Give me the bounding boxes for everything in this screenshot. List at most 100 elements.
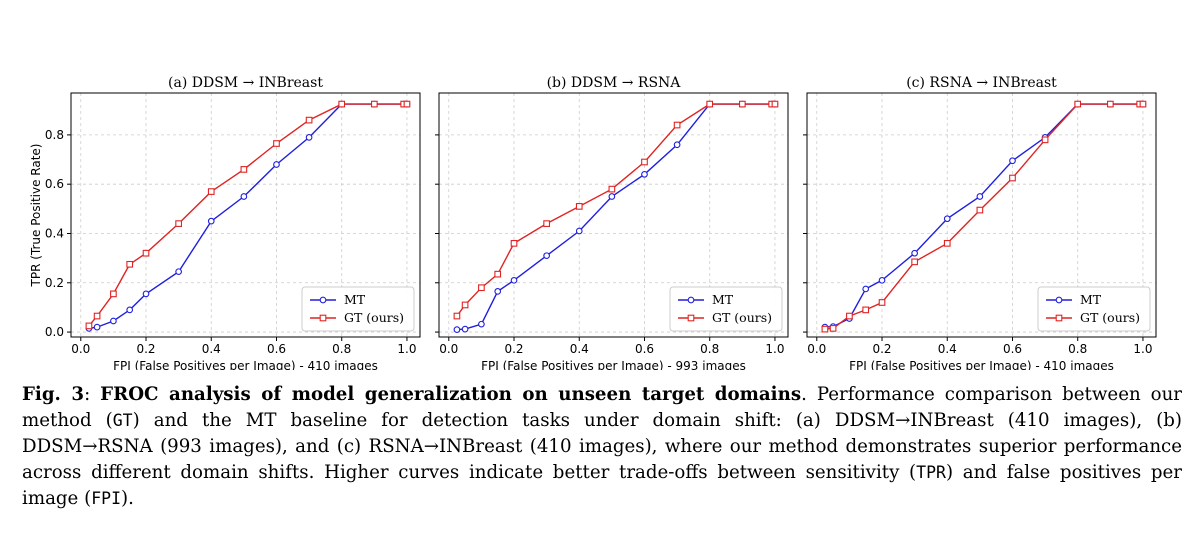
data-point-mt [240,193,248,200]
data-point-mt [273,161,280,168]
data-point-mt [305,134,313,141]
data-point-gt [738,100,746,108]
data-point-gt [911,258,918,266]
x-tick-label: 0.4 [202,342,221,356]
data-point-gt [85,322,93,330]
y-tick-label: 0.0 [45,325,64,339]
data-point-gt [862,306,870,314]
x-axis-label: FPI (False Positives per Image) - 993 im… [481,359,746,370]
data-point-mt [608,193,616,200]
data-point-gt [771,100,779,108]
x-tick-label: 0.0 [807,342,826,356]
x-tick-label: 0.8 [700,342,719,356]
legend-label: GT (ours) [344,310,404,325]
x-tick-label: 0.2 [504,342,523,356]
x-tick-label: 1.0 [1133,342,1152,356]
chart-title: (a) DDSM → INBreast [168,75,323,91]
x-tick-label: 1.0 [397,342,416,356]
data-point-gt [478,284,485,292]
y-tick-label: 0.4 [45,226,64,240]
chart-panel-3: (c) RSNA → INBreast 0.0 0.2 0.4 0.6 0.8 1.0 FPI… [803,75,1157,370]
data-point-mt [641,170,648,178]
x-tick-label: 0.4 [938,342,957,356]
data-point-mt [126,306,134,314]
legend-label: MT [1080,292,1102,307]
legend-marker-gt [687,314,695,322]
data-point-gt [846,312,853,320]
data-point-mt [453,326,461,333]
data-point-mt [142,290,150,298]
legend-box [301,286,415,332]
data-point-gt [126,260,134,268]
data-point-gt [240,166,248,173]
series-line-gt [88,103,407,327]
caption-text-3: ) and false positives per image ( [22,462,1182,509]
froc-figure: TPR (True Positive Rate)(a) DDSM → INBre… [29,75,1157,370]
data-point-mt [976,193,984,200]
caption-colon: : [84,384,101,405]
legend-marker-gt [319,314,327,322]
data-point-gt [1074,100,1082,108]
data-point-gt [175,220,182,227]
caption-fpi-term: FPI [91,489,122,508]
legend-label: GT (ours) [712,310,772,325]
data-point-gt [543,220,550,227]
caption-text-1: . Performance comparison between our met… [22,384,1183,431]
data-point-gt [453,312,461,320]
data-point-gt [142,249,150,257]
data-point-mt [478,320,485,328]
legend-label: MT [712,292,734,307]
data-point-mt [943,215,951,223]
legend-label: MT [344,292,366,307]
caption-tpr-term: TPR [916,463,946,482]
y-tick-label: 0.8 [45,128,64,142]
legend-box [1037,286,1151,332]
data-point-gt [370,100,378,108]
x-tick-label: 0.2 [136,342,155,356]
caption-text-4: ). [121,488,134,509]
data-point-mt [673,141,681,149]
x-tick-label: 0.6 [1003,342,1022,356]
data-point-gt [821,325,829,333]
legend: MT GT (ours) [669,286,783,332]
data-point-gt [1041,136,1049,144]
caption-gt-term: GT [112,411,133,430]
y-tick-label: 0.6 [45,177,64,191]
x-axis-label: FPI (False Positives per Image) - 410 im… [113,359,378,370]
chart-title: (b) DDSM → RSNA [547,75,682,91]
data-point-mt [175,268,182,276]
data-point-gt [273,140,280,147]
data-point-gt [706,100,714,108]
data-point-gt [510,239,518,247]
data-point-mt [543,252,550,260]
x-tick-label: 0.0 [71,342,90,356]
data-point-gt [673,121,681,129]
data-point-mt [911,249,918,257]
caption-text-2: ) and the MT baseline for detection task… [22,410,1182,483]
data-point-mt [494,288,502,295]
data-point-gt [976,206,984,214]
x-tick-label: 1.0 [765,342,784,356]
caption-title: FROC analysis of model generalization on… [100,384,802,405]
x-tick-label: 0.6 [267,342,286,356]
x-tick-label: 0.8 [1068,342,1087,356]
data-point-gt [943,239,951,247]
data-point-mt [1009,157,1016,165]
chart-panel-2: (b) DDSM → RSNA 0.0 0.2 0.4 0.6 0.8 1.0 FPI (Fa… [435,75,789,370]
legend: MT GT (ours) [301,286,415,332]
data-point-gt [1009,174,1016,182]
series-line-gt [456,103,775,317]
data-point-gt [1106,100,1114,108]
plot-frame [806,92,1157,338]
chart-title: (c) RSNA → INBreast [906,75,1057,91]
plot-frame [70,92,421,338]
legend: MT GT (ours) [1037,286,1151,332]
data-point-gt [338,100,346,108]
legend-marker-mt [687,296,695,304]
y-tick-label: 0.2 [45,276,64,290]
plot-frame [438,92,789,338]
legend-label: GT (ours) [1080,310,1140,325]
data-point-mt [575,227,583,235]
x-axis-label: FPI (False Positives per Image) - 410 im… [849,359,1114,370]
data-point-gt [403,100,411,108]
